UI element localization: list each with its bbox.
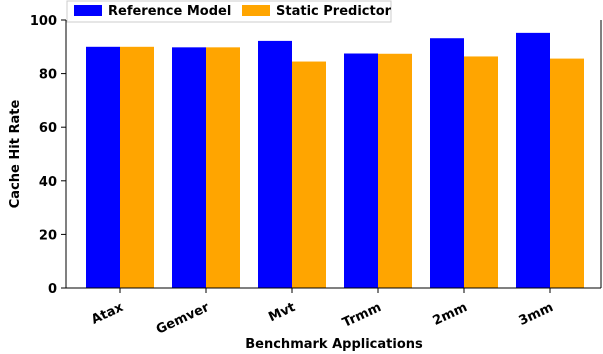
legend-swatch-static-predictor: [242, 5, 270, 16]
legend: Reference Model Static Predictor: [66, 0, 392, 23]
y-ticks-group: 0 20 40 60 80 100: [30, 14, 66, 297]
bar-static-predictor-mvt: [292, 61, 326, 288]
x-ticks-group: Atax Gemver Mvt Trmm 2mm 3mm: [89, 288, 556, 338]
bar-reference-model-mvt: [258, 40, 292, 289]
legend-label-reference-model: Reference Model: [108, 4, 231, 19]
y-tick-label: 20: [39, 228, 57, 243]
x-tick-label-trmm: Trmm: [340, 300, 383, 331]
bar-reference-model-atax: [86, 46, 120, 288]
x-axis-title: Benchmark Applications: [245, 337, 423, 352]
x-tick-label-mvt: Mvt: [266, 300, 297, 325]
bar-static-predictor-2mm: [464, 56, 498, 288]
y-tick-label: 0: [48, 282, 57, 297]
x-tick-label-atax: Atax: [89, 300, 126, 328]
y-tick-label: 60: [39, 121, 57, 136]
y-tick-label: 100: [30, 14, 57, 29]
bar-static-predictor-3mm: [550, 58, 584, 289]
bar-reference-model-3mm: [516, 32, 550, 288]
bars-group: [86, 32, 584, 289]
legend-swatch-reference-model: [74, 5, 102, 16]
y-tick-label: 40: [39, 175, 57, 190]
x-tick-label-gemver: Gemver: [154, 300, 212, 338]
bar-static-predictor-trmm: [378, 53, 412, 288]
x-tick-label-3mm: 3mm: [517, 300, 556, 329]
legend-label-static-predictor: Static Predictor: [276, 4, 392, 19]
bar-static-predictor-atax: [120, 46, 154, 288]
x-tick-label-2mm: 2mm: [431, 300, 470, 329]
legend-box: [66, 0, 392, 23]
bar-reference-model-gemver: [172, 47, 206, 288]
y-axis-title: Cache Hit Rate: [8, 100, 23, 209]
bar-reference-model-2mm: [430, 38, 464, 288]
y-tick-label: 80: [39, 68, 57, 83]
bar-reference-model-trmm: [344, 53, 378, 288]
bar-static-predictor-gemver: [206, 47, 240, 288]
axes-group: [65, 20, 602, 289]
